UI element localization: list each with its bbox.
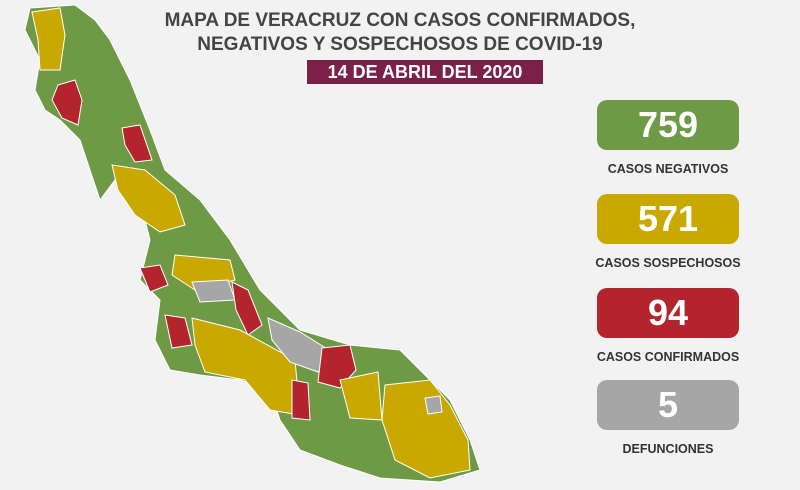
municipalities (31, 7, 471, 479)
region (424, 395, 443, 415)
region (291, 379, 311, 421)
region (51, 79, 83, 126)
region (31, 7, 66, 71)
region (191, 279, 236, 303)
stat-value: 571 (597, 194, 739, 244)
stat-label: CASOS SOSPECHOSOS (595, 256, 741, 270)
stat-value: 94 (597, 288, 739, 338)
region (139, 264, 169, 293)
region (111, 164, 186, 233)
stat-value: 5 (597, 380, 739, 430)
map (24, 4, 481, 483)
region (164, 314, 193, 349)
date-banner: 14 DE ABRIL DEL 2020 (307, 60, 543, 84)
region (381, 379, 471, 479)
stat-value: 759 (597, 100, 739, 150)
stat-label: CASOS CONFIRMADOS (596, 350, 740, 364)
title-line: MAPA DE VERACRUZ CON CASOS CONFIRMADOS, (164, 10, 636, 31)
stat-label: CASOS NEGATIVOS (607, 162, 729, 176)
region (231, 281, 263, 336)
title-line: NEGATIVOS Y SOSPECHOSOS DE COVID-19 (197, 34, 603, 55)
region (121, 124, 153, 163)
region (191, 317, 301, 416)
region (267, 317, 333, 373)
state-outline (24, 4, 481, 483)
stat-label: DEFUNCIONES (622, 442, 714, 456)
